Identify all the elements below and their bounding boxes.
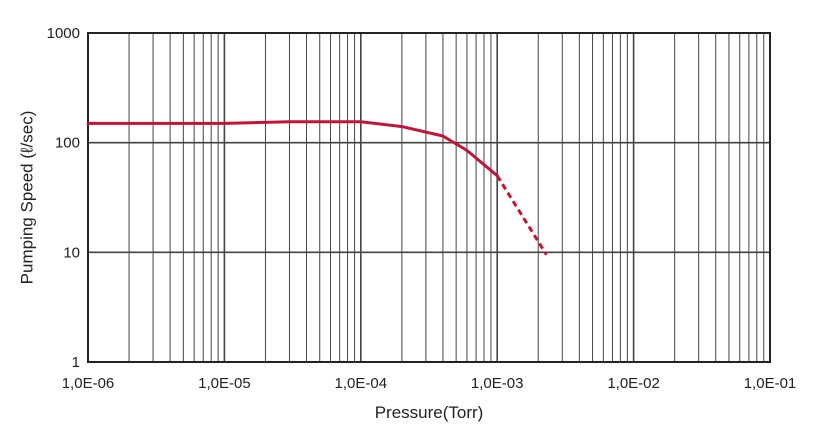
x-axis-title: Pressure(Torr) xyxy=(375,403,484,422)
y-axis-title: Pumping Speed (ℓ/sec) xyxy=(17,111,36,285)
y-tick-label: 1 xyxy=(72,354,80,371)
y-tick-label: 100 xyxy=(55,135,80,152)
grid-lines xyxy=(88,33,770,362)
x-tick-label: 1,0E-05 xyxy=(198,375,251,392)
x-tick-label: 1,0E-03 xyxy=(471,375,524,392)
x-tick-label: 1,0E-04 xyxy=(335,375,388,392)
x-tick-label: 1,0E-01 xyxy=(744,375,797,392)
series-line-dashed xyxy=(495,174,548,256)
y-tick-label: 1000 xyxy=(47,25,80,42)
series-layer xyxy=(86,120,548,256)
series-line-solid xyxy=(86,120,499,178)
x-tick-label: 1,0E-06 xyxy=(62,375,115,392)
y-tick-labels: 1 10 100 1000 xyxy=(47,25,80,371)
x-tick-label: 1,0E-02 xyxy=(607,375,660,392)
y-tick-label: 10 xyxy=(63,244,80,261)
plot-frame xyxy=(87,32,771,363)
x-tick-labels: 1,0E-06 1,0E-05 1,0E-04 1,0E-03 1,0E-02 1,0E-… xyxy=(62,375,797,392)
